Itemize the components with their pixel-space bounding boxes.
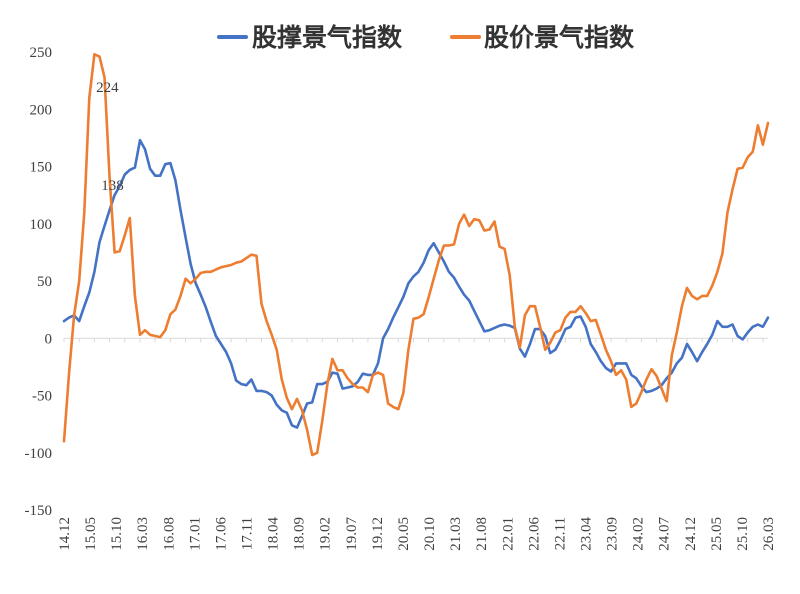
x-tick-label: 17.11: [240, 517, 256, 550]
legend-label-support: 股撑景气指数: [252, 23, 403, 52]
x-tick-label: 22.06: [526, 517, 542, 551]
x-tick-label: 24.02: [631, 517, 647, 551]
y-tick-label: 250: [30, 45, 53, 61]
x-tick-label: 19.12: [370, 517, 386, 551]
y-tick-label: 100: [30, 217, 53, 233]
x-tick-label: 18.04: [266, 517, 282, 551]
x-tick-label: 24.07: [657, 517, 673, 551]
series-line-price-index: [62, 52, 770, 457]
x-tick-label: 25.05: [709, 517, 725, 551]
series-line-support-index: [62, 138, 770, 429]
legend: 股撑景气指数 股价景气指数: [217, 23, 635, 52]
x-tick-label: 20.05: [396, 517, 412, 551]
x-tick-label: 18.09: [292, 517, 308, 551]
x-tick-label: 22.01: [500, 517, 516, 551]
x-tick-label: 26.03: [761, 517, 777, 551]
data-annotation: 138: [101, 178, 124, 194]
x-tick-label: 15.05: [83, 517, 99, 551]
x-tick-label: 15.10: [109, 517, 125, 551]
x-tick-label: 19.02: [318, 517, 334, 551]
x-tick-label: 21.08: [474, 517, 490, 551]
y-tick-label: 150: [30, 160, 53, 176]
y-tick-label: -150: [25, 503, 53, 519]
x-tick-label: 22.11: [552, 517, 568, 550]
x-tick-label: 14.12: [57, 517, 73, 551]
data-annotations: 224 138: [96, 80, 124, 194]
x-tick-label: 21.03: [448, 517, 464, 551]
x-tick-label: 17.06: [213, 517, 229, 551]
x-tick-label: 19.07: [344, 517, 360, 551]
x-tick-label: 23.09: [605, 517, 621, 551]
x-tick-label: 23.04: [579, 517, 595, 551]
y-axis-tick-labels: 250 200 150 100 50 0 -50 -100 -150: [25, 45, 53, 519]
x-axis-baseline: [63, 337, 768, 343]
data-annotation: 224: [96, 80, 119, 96]
y-tick-label: -100: [25, 446, 53, 462]
series-lines: [62, 52, 770, 457]
x-tick-label: 24.12: [683, 517, 699, 551]
y-tick-label: 0: [45, 331, 53, 347]
x-tick-label: 20.10: [422, 517, 438, 551]
x-tick-label: 16.03: [135, 517, 151, 551]
y-tick-label: 50: [37, 274, 52, 290]
x-tick-label: 25.10: [735, 517, 751, 551]
x-axis-tick-labels: 14.12 15.05 15.10 16.03 16.08 17.01 17.06 17.11…: [57, 517, 777, 551]
legend-label-price: 股价景气指数: [484, 23, 635, 52]
x-tick-label: 17.01: [187, 517, 203, 551]
y-tick-label: -50: [32, 389, 52, 405]
y-tick-label: 200: [30, 102, 53, 118]
x-tick-label: 16.08: [161, 517, 177, 551]
